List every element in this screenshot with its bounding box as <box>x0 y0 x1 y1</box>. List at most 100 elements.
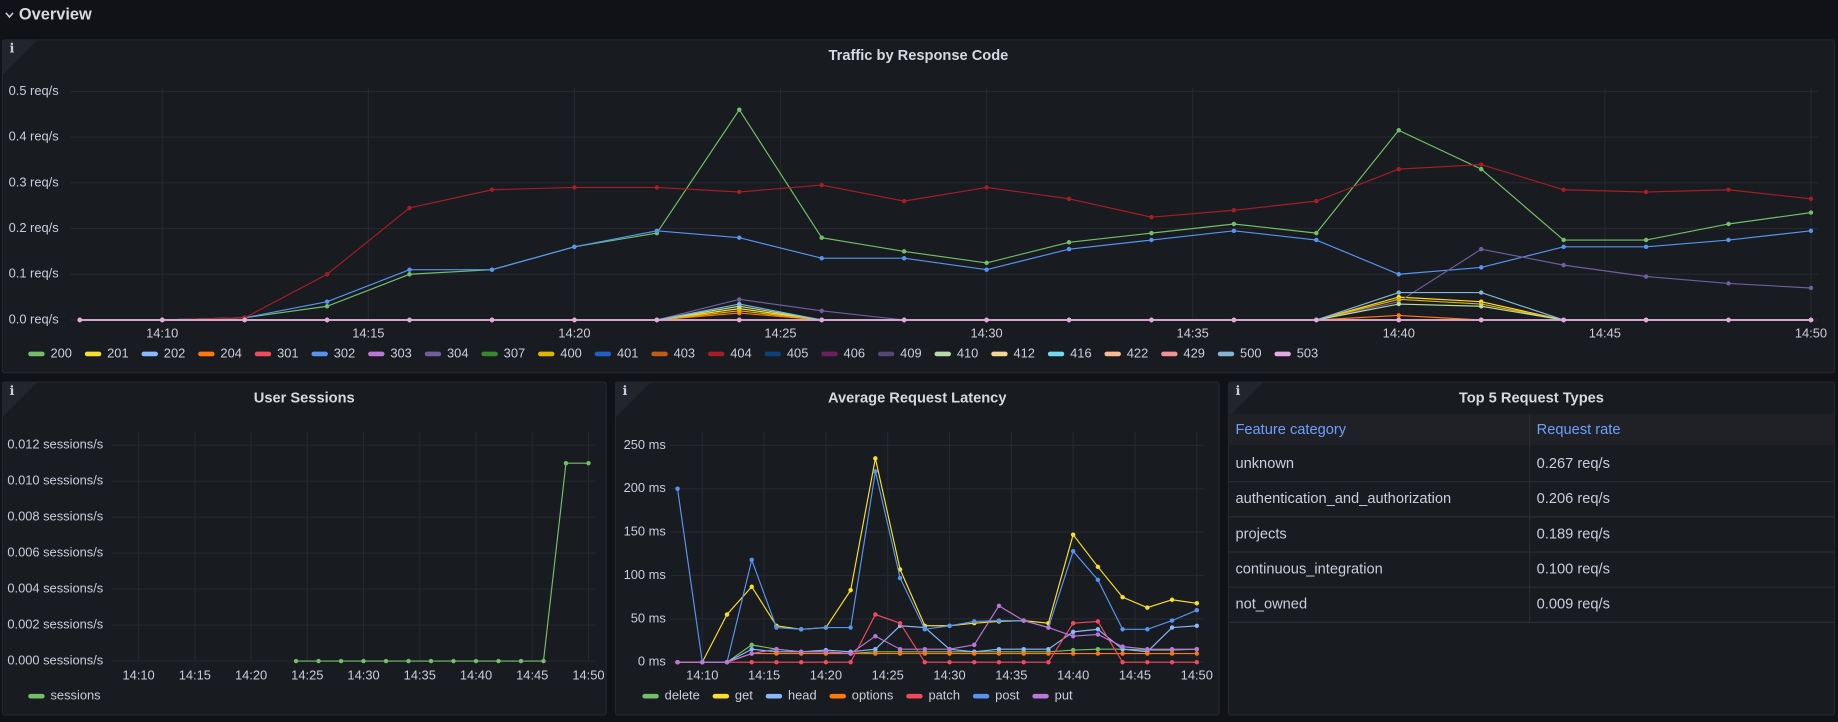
data-point <box>1561 244 1566 250</box>
data-point <box>1314 230 1319 236</box>
data-point <box>1120 651 1125 656</box>
data-point <box>361 658 366 664</box>
data-point <box>324 299 330 304</box>
data-point <box>848 625 853 630</box>
data-point <box>654 185 660 190</box>
y-tick-label: 0.002 sessions/s <box>7 616 103 631</box>
data-point <box>1231 221 1237 227</box>
x-tick-label: 14:35 <box>1177 325 1209 340</box>
data-point <box>737 235 742 240</box>
data-point <box>1120 594 1125 600</box>
data-point <box>293 658 299 664</box>
info-icon: ℹ <box>622 383 627 398</box>
x-tick-label: 14:20 <box>810 668 842 683</box>
x-tick-label: 14:30 <box>933 668 965 683</box>
data-point <box>774 625 779 630</box>
data-point <box>1314 317 1319 323</box>
data-point <box>1169 597 1175 603</box>
data-point <box>1808 285 1814 291</box>
data-point <box>996 603 1002 609</box>
data-point <box>848 651 853 656</box>
panel-title: User Sessions <box>254 390 355 406</box>
data-point <box>572 244 577 250</box>
panel <box>1 39 1835 374</box>
data-point <box>572 317 577 323</box>
panel-content: ℹ Traffic by Response Code 0.0 req/s 0.1 re… <box>2 39 1827 360</box>
data-point <box>1561 262 1566 268</box>
data-point <box>1021 659 1026 665</box>
legend-label: patch <box>928 688 960 703</box>
data-point <box>489 267 495 272</box>
data-point <box>1169 659 1175 665</box>
legend-label: 204 <box>220 345 241 360</box>
data-point <box>724 659 730 665</box>
data-point <box>1149 317 1154 323</box>
data-point <box>724 612 730 617</box>
data-point <box>947 623 952 629</box>
legend-label: 410 <box>957 345 978 360</box>
data-point <box>1808 196 1814 202</box>
data-point <box>1643 274 1649 279</box>
collapse-chevron[interactable] <box>5 12 14 19</box>
data-point <box>996 659 1002 665</box>
panel-content: ℹ Top 5 Request Types Feature category Requ… <box>1228 382 1835 623</box>
legend-label: 301 <box>277 345 298 360</box>
legend-swatch <box>311 351 328 357</box>
data-point <box>1095 564 1101 570</box>
legend-label: 304 <box>447 345 468 360</box>
data-point <box>774 646 779 652</box>
data-point <box>1726 221 1731 227</box>
data-point <box>798 659 804 665</box>
data-point <box>489 187 495 192</box>
legend-label: 500 <box>1240 345 1261 360</box>
data-point <box>901 317 907 323</box>
legend-swatch <box>906 693 923 699</box>
x-tick-label: 14:35 <box>404 668 436 683</box>
x-tick-label: 14:50 <box>1181 668 1213 683</box>
data-point <box>1396 166 1401 172</box>
data-point <box>798 627 804 632</box>
legend-label: 401 <box>617 345 638 360</box>
legend-swatch <box>481 351 498 357</box>
legend-swatch <box>765 693 783 699</box>
info-icon: ℹ <box>1235 383 1240 398</box>
data-point <box>1561 317 1566 323</box>
data-point <box>873 651 878 656</box>
legend-label: 202 <box>164 345 185 360</box>
legend-swatch <box>877 351 895 357</box>
y-tick-label: 0.3 req/s <box>9 174 59 189</box>
data-point <box>873 633 878 639</box>
table-cell: 0.009 req/s <box>1537 597 1610 613</box>
data-point <box>496 658 501 664</box>
legend-label: 406 <box>844 345 865 360</box>
data-point <box>1145 627 1150 632</box>
data-point <box>654 228 660 234</box>
data-point <box>675 659 680 665</box>
x-tick-label: 14:50 <box>1795 325 1827 340</box>
data-point <box>823 659 829 665</box>
data-point <box>1478 317 1484 323</box>
x-tick-label: 14:35 <box>995 668 1027 683</box>
data-point <box>1095 627 1101 632</box>
data-point <box>1726 281 1731 286</box>
table-cell: 0.206 req/s <box>1537 491 1610 507</box>
legend-label: 307 <box>504 345 525 360</box>
data-point <box>1231 317 1237 323</box>
data-point <box>1561 187 1566 192</box>
x-tick-label: 14:10 <box>123 668 155 683</box>
data-point <box>1169 618 1175 623</box>
table-cell: continuous_integration <box>1235 562 1382 578</box>
legend-swatch <box>1104 351 1121 357</box>
data-point <box>1808 228 1814 234</box>
panel-title: Average Request Latency <box>828 390 1007 406</box>
data-point <box>407 205 412 211</box>
x-tick-label: 14:40 <box>1057 668 1089 683</box>
data-point <box>873 456 878 461</box>
data-point <box>1095 619 1101 624</box>
data-point <box>819 308 824 314</box>
data-point <box>897 575 903 581</box>
data-point <box>1726 237 1731 243</box>
table-cell: authentication_and_authorization <box>1235 491 1451 507</box>
row-title[interactable]: Overview <box>19 6 92 24</box>
data-point <box>848 588 853 593</box>
